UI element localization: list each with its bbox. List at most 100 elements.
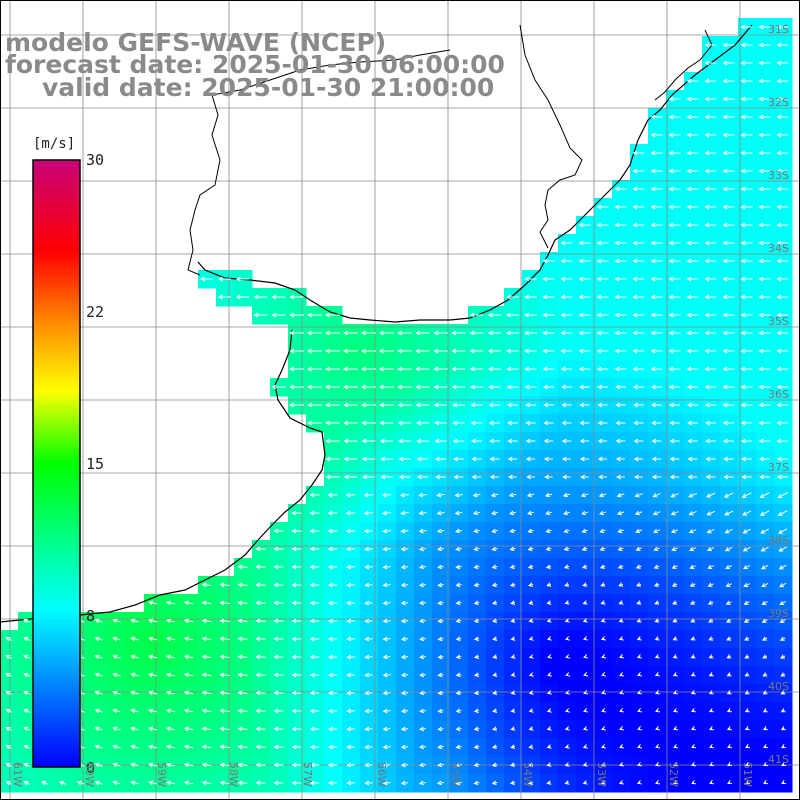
wind-arrow (740, 150, 753, 156)
wind-arrow (400, 780, 409, 786)
wind-arrow (345, 546, 355, 552)
lat-label: 36S (768, 388, 789, 401)
wind-arrow (345, 492, 356, 498)
wind-arrow (419, 636, 426, 642)
wind-arrow (437, 582, 444, 588)
wind-arrow (704, 348, 717, 354)
wind-arrow (506, 312, 519, 318)
wind-arrow (726, 654, 732, 659)
wind-arrow (346, 654, 355, 660)
wind-arrow (364, 690, 373, 696)
wind-arrow (346, 672, 355, 678)
wind-arrow (400, 690, 409, 696)
wind-arrow (437, 744, 444, 750)
wind-arrow (416, 456, 429, 462)
wind-arrow (597, 438, 608, 444)
map-title: modelo GEFS-WAVE (NCEP) forecast date: 2… (5, 28, 505, 102)
wind-arrow (578, 222, 591, 228)
wind-arrow (397, 348, 412, 354)
wind-arrow (744, 654, 750, 659)
wind-arrow (690, 708, 696, 713)
wind-arrow (776, 312, 789, 318)
wind-arrow (309, 708, 320, 714)
wind-arrow (525, 420, 536, 426)
wind-arrow (253, 312, 268, 318)
wind-arrow (543, 402, 554, 408)
wind-arrow (528, 636, 534, 641)
wind-arrow (546, 762, 552, 767)
wind-arrow (564, 582, 570, 587)
wind-arrow (235, 276, 250, 282)
wind-arrow (416, 420, 429, 426)
wind-arrow (473, 708, 480, 714)
wind-arrow (23, 781, 30, 786)
wind-arrow (364, 546, 373, 552)
wind-arrow (455, 780, 462, 786)
wind-arrow (650, 348, 663, 354)
wind-arrow (580, 492, 589, 498)
wind-arrow (289, 330, 304, 336)
wind-arrow (473, 744, 480, 750)
wind-arrow (473, 654, 480, 660)
wind-arrow (722, 114, 735, 120)
wind-arrow (400, 510, 409, 516)
wind-arrow (615, 438, 626, 444)
wind-arrow (94, 690, 103, 696)
wind-arrow (455, 618, 462, 624)
wind-arrow (704, 330, 717, 336)
wind-arrow (507, 438, 518, 444)
wind-arrow (596, 222, 609, 228)
wind-arrow (758, 384, 771, 390)
wind-arrow (418, 564, 427, 570)
wind-arrow (59, 780, 67, 786)
wind-arrow (562, 474, 571, 480)
wind-arrow (776, 78, 789, 84)
wind-arrow (382, 618, 391, 624)
wind-arrow (668, 312, 681, 318)
wind-arrow (528, 708, 534, 713)
wind-arrow (758, 456, 771, 462)
wind-arrow (291, 690, 302, 696)
wind-arrow (708, 672, 714, 677)
wind-arrow (582, 618, 588, 623)
wind-arrow (453, 474, 464, 480)
wind-arrow (668, 402, 680, 408)
wind-arrow (758, 78, 771, 84)
wind-arrow (237, 600, 248, 606)
wind-arrow (183, 780, 194, 786)
wind-arrow (527, 510, 535, 516)
wind-arrow (740, 132, 753, 138)
wind-arrow (255, 672, 266, 678)
wind-arrow (542, 366, 555, 372)
wind-arrow (418, 546, 427, 552)
wind-arrow (527, 546, 534, 552)
wind-arrow (580, 474, 589, 480)
wind-arrow (273, 636, 284, 642)
wind-arrow (491, 780, 498, 786)
wind-arrow (598, 474, 607, 480)
wind-arrow (686, 78, 699, 84)
wind-arrow (94, 744, 103, 750)
wind-arrow (561, 402, 572, 408)
wind-arrow (740, 240, 753, 246)
wind-arrow (708, 708, 714, 713)
wind-arrow (94, 780, 103, 786)
wind-arrow (706, 546, 715, 552)
wind-arrow (219, 762, 230, 768)
wind-arrow (5, 781, 12, 786)
wind-arrow (632, 222, 645, 228)
wind-arrow (722, 150, 735, 156)
longitude-labels: 61W 60W 59W 58W 57W 56W 55W 54W 53W 52W … (11, 762, 754, 787)
wind-arrow (491, 762, 498, 768)
wind-arrow (543, 438, 554, 444)
wind-arrow (492, 636, 498, 641)
wind-arrow (237, 654, 248, 660)
wind-arrow (488, 366, 501, 372)
wind-arrow (400, 636, 409, 642)
wind-arrow (491, 528, 498, 534)
wind-arrow (217, 294, 231, 300)
wind-arrow (723, 474, 734, 480)
wind-arrow (651, 438, 662, 444)
wind-arrow (112, 636, 121, 642)
wind-arrow (473, 546, 480, 552)
